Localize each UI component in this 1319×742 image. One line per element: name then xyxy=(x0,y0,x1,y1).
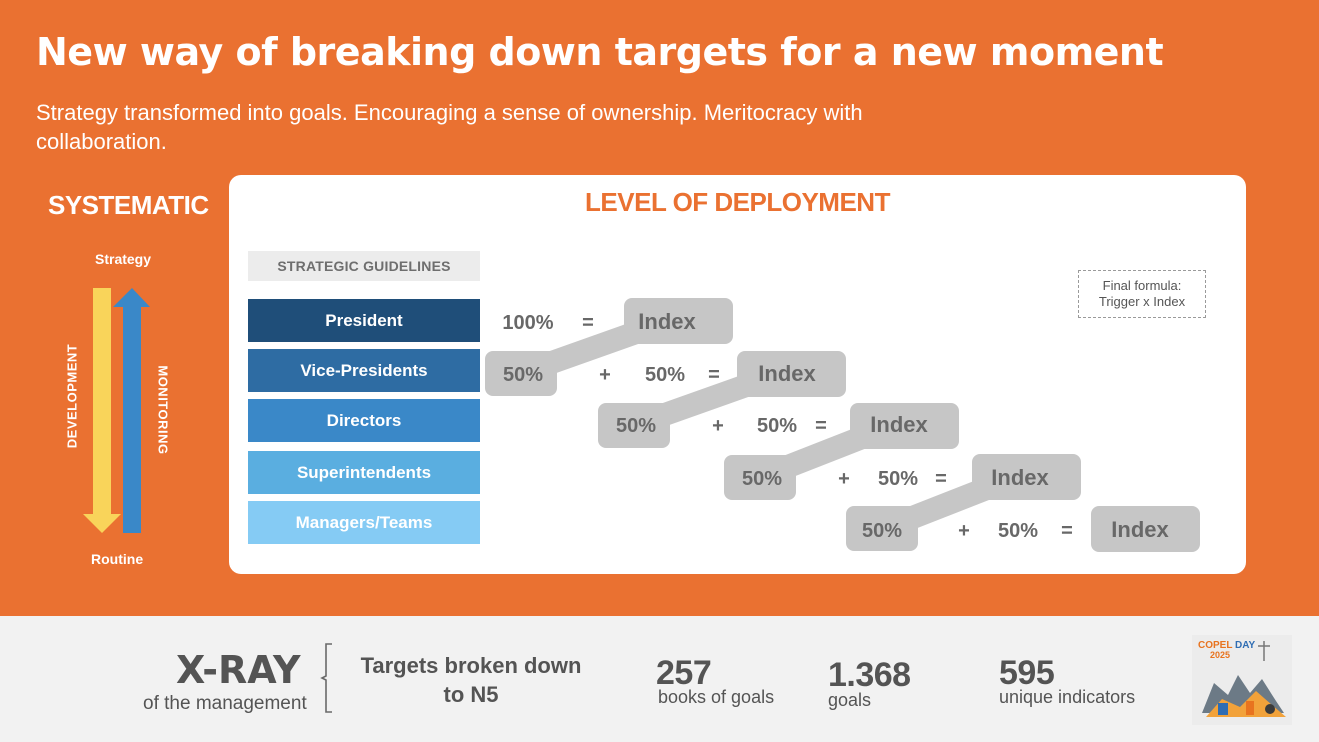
strategy-label: Strategy xyxy=(95,251,152,267)
cascade-diagram: 100% = Index 50% + 50% = Index 50% + 50%… xyxy=(485,298,1200,552)
stat-books-label: books of goals xyxy=(658,687,775,707)
development-arrow-icon xyxy=(83,288,121,533)
level-president: President xyxy=(248,299,480,342)
row-parent-share: 50% xyxy=(503,364,543,386)
index-pill xyxy=(1091,506,1200,552)
formula-line-1: Final formula: xyxy=(1102,278,1182,293)
stat-indicators-value: 595 xyxy=(999,654,1055,692)
index-pill xyxy=(624,298,733,344)
systematic-heading: SYSTEMATIC xyxy=(48,190,209,220)
footer: X-RAY of the management Targets broken d… xyxy=(0,616,1319,742)
index-pill xyxy=(972,454,1081,500)
monitoring-arrow-icon xyxy=(113,288,150,533)
targets-line-2: to N5 xyxy=(443,682,499,707)
row-parent-share: 50% xyxy=(616,415,656,437)
routine-label: Routine xyxy=(91,551,144,567)
row-own-share: 50% xyxy=(645,364,685,386)
share-pill xyxy=(846,506,918,551)
level-vice-presidents: Vice-Presidents xyxy=(248,349,480,392)
share-pill xyxy=(485,351,557,396)
targets-statement: Targets broken down to N5 xyxy=(358,651,584,709)
row-equals-sign: = xyxy=(708,364,720,386)
xray-title: X-RAY xyxy=(176,648,301,692)
copel-day-logo: COPEL DAY 2025 xyxy=(1192,635,1292,725)
index-pill xyxy=(737,351,846,397)
row-parent-share: 50% xyxy=(742,468,782,490)
svg-text:DAY: DAY xyxy=(1235,640,1256,651)
row-result: Index xyxy=(870,412,928,437)
level-managers-teams: Managers/Teams xyxy=(248,501,480,544)
row-plus-sign: + xyxy=(838,468,850,490)
row-own-share: 100% xyxy=(502,312,553,334)
page-title: New way of breaking down targets for a n… xyxy=(36,30,1164,74)
row-own-share: 50% xyxy=(998,520,1038,542)
targets-line-1: Targets broken down xyxy=(360,653,582,678)
svg-text:2025: 2025 xyxy=(1210,650,1230,660)
stat-indicators-label: unique indicators xyxy=(999,687,1136,707)
xray-subtitle: of the management xyxy=(143,693,307,714)
strategic-guidelines-label: STRATEGIC GUIDELINES xyxy=(248,251,480,281)
stat-goals-value: 1.368 xyxy=(828,656,911,694)
row-result: Index xyxy=(1111,517,1169,542)
row-plus-sign: + xyxy=(712,415,724,437)
row-equals-sign: = xyxy=(1061,520,1073,542)
row-result: Index xyxy=(758,361,816,386)
row-own-share: 50% xyxy=(757,415,797,437)
row-equals-sign: = xyxy=(935,468,947,490)
level-superintendents: Superintendents xyxy=(248,451,480,494)
final-formula-box: Final formula: Trigger x Index xyxy=(1078,270,1206,318)
formula-line-2: Trigger x Index xyxy=(1098,294,1186,309)
row-plus-sign: + xyxy=(958,520,970,542)
row-own-share: 50% xyxy=(878,468,918,490)
row-parent-share: 50% xyxy=(862,520,902,542)
row-equals-sign: = xyxy=(815,415,827,437)
development-label: DEVELOPMENT xyxy=(64,343,80,449)
monitoring-label: MONITORING xyxy=(155,365,171,455)
row-result: Index xyxy=(991,465,1049,490)
index-pill xyxy=(850,403,959,449)
systematic-arrows xyxy=(83,288,150,533)
stat-books-value: 257 xyxy=(656,654,712,692)
hero-section: New way of breaking down targets for a n… xyxy=(0,0,1319,616)
bracket-icon xyxy=(320,643,332,713)
deployment-card: LEVEL OF DEPLOYMENT STRATEGIC GUIDELINES… xyxy=(229,175,1246,574)
share-pill xyxy=(598,403,670,448)
stat-goals-label: goals xyxy=(828,690,872,710)
page-subtitle: Strategy transformed into goals. Encoura… xyxy=(36,100,863,154)
deployment-heading: LEVEL OF DEPLOYMENT xyxy=(585,187,890,217)
share-pill xyxy=(724,455,796,500)
row-plus-sign: + xyxy=(599,364,611,386)
row-equals-sign: = xyxy=(582,312,594,334)
row-result: Index xyxy=(638,309,696,334)
svg-text:COPEL: COPEL xyxy=(1198,640,1232,651)
level-directors: Directors xyxy=(248,399,480,442)
